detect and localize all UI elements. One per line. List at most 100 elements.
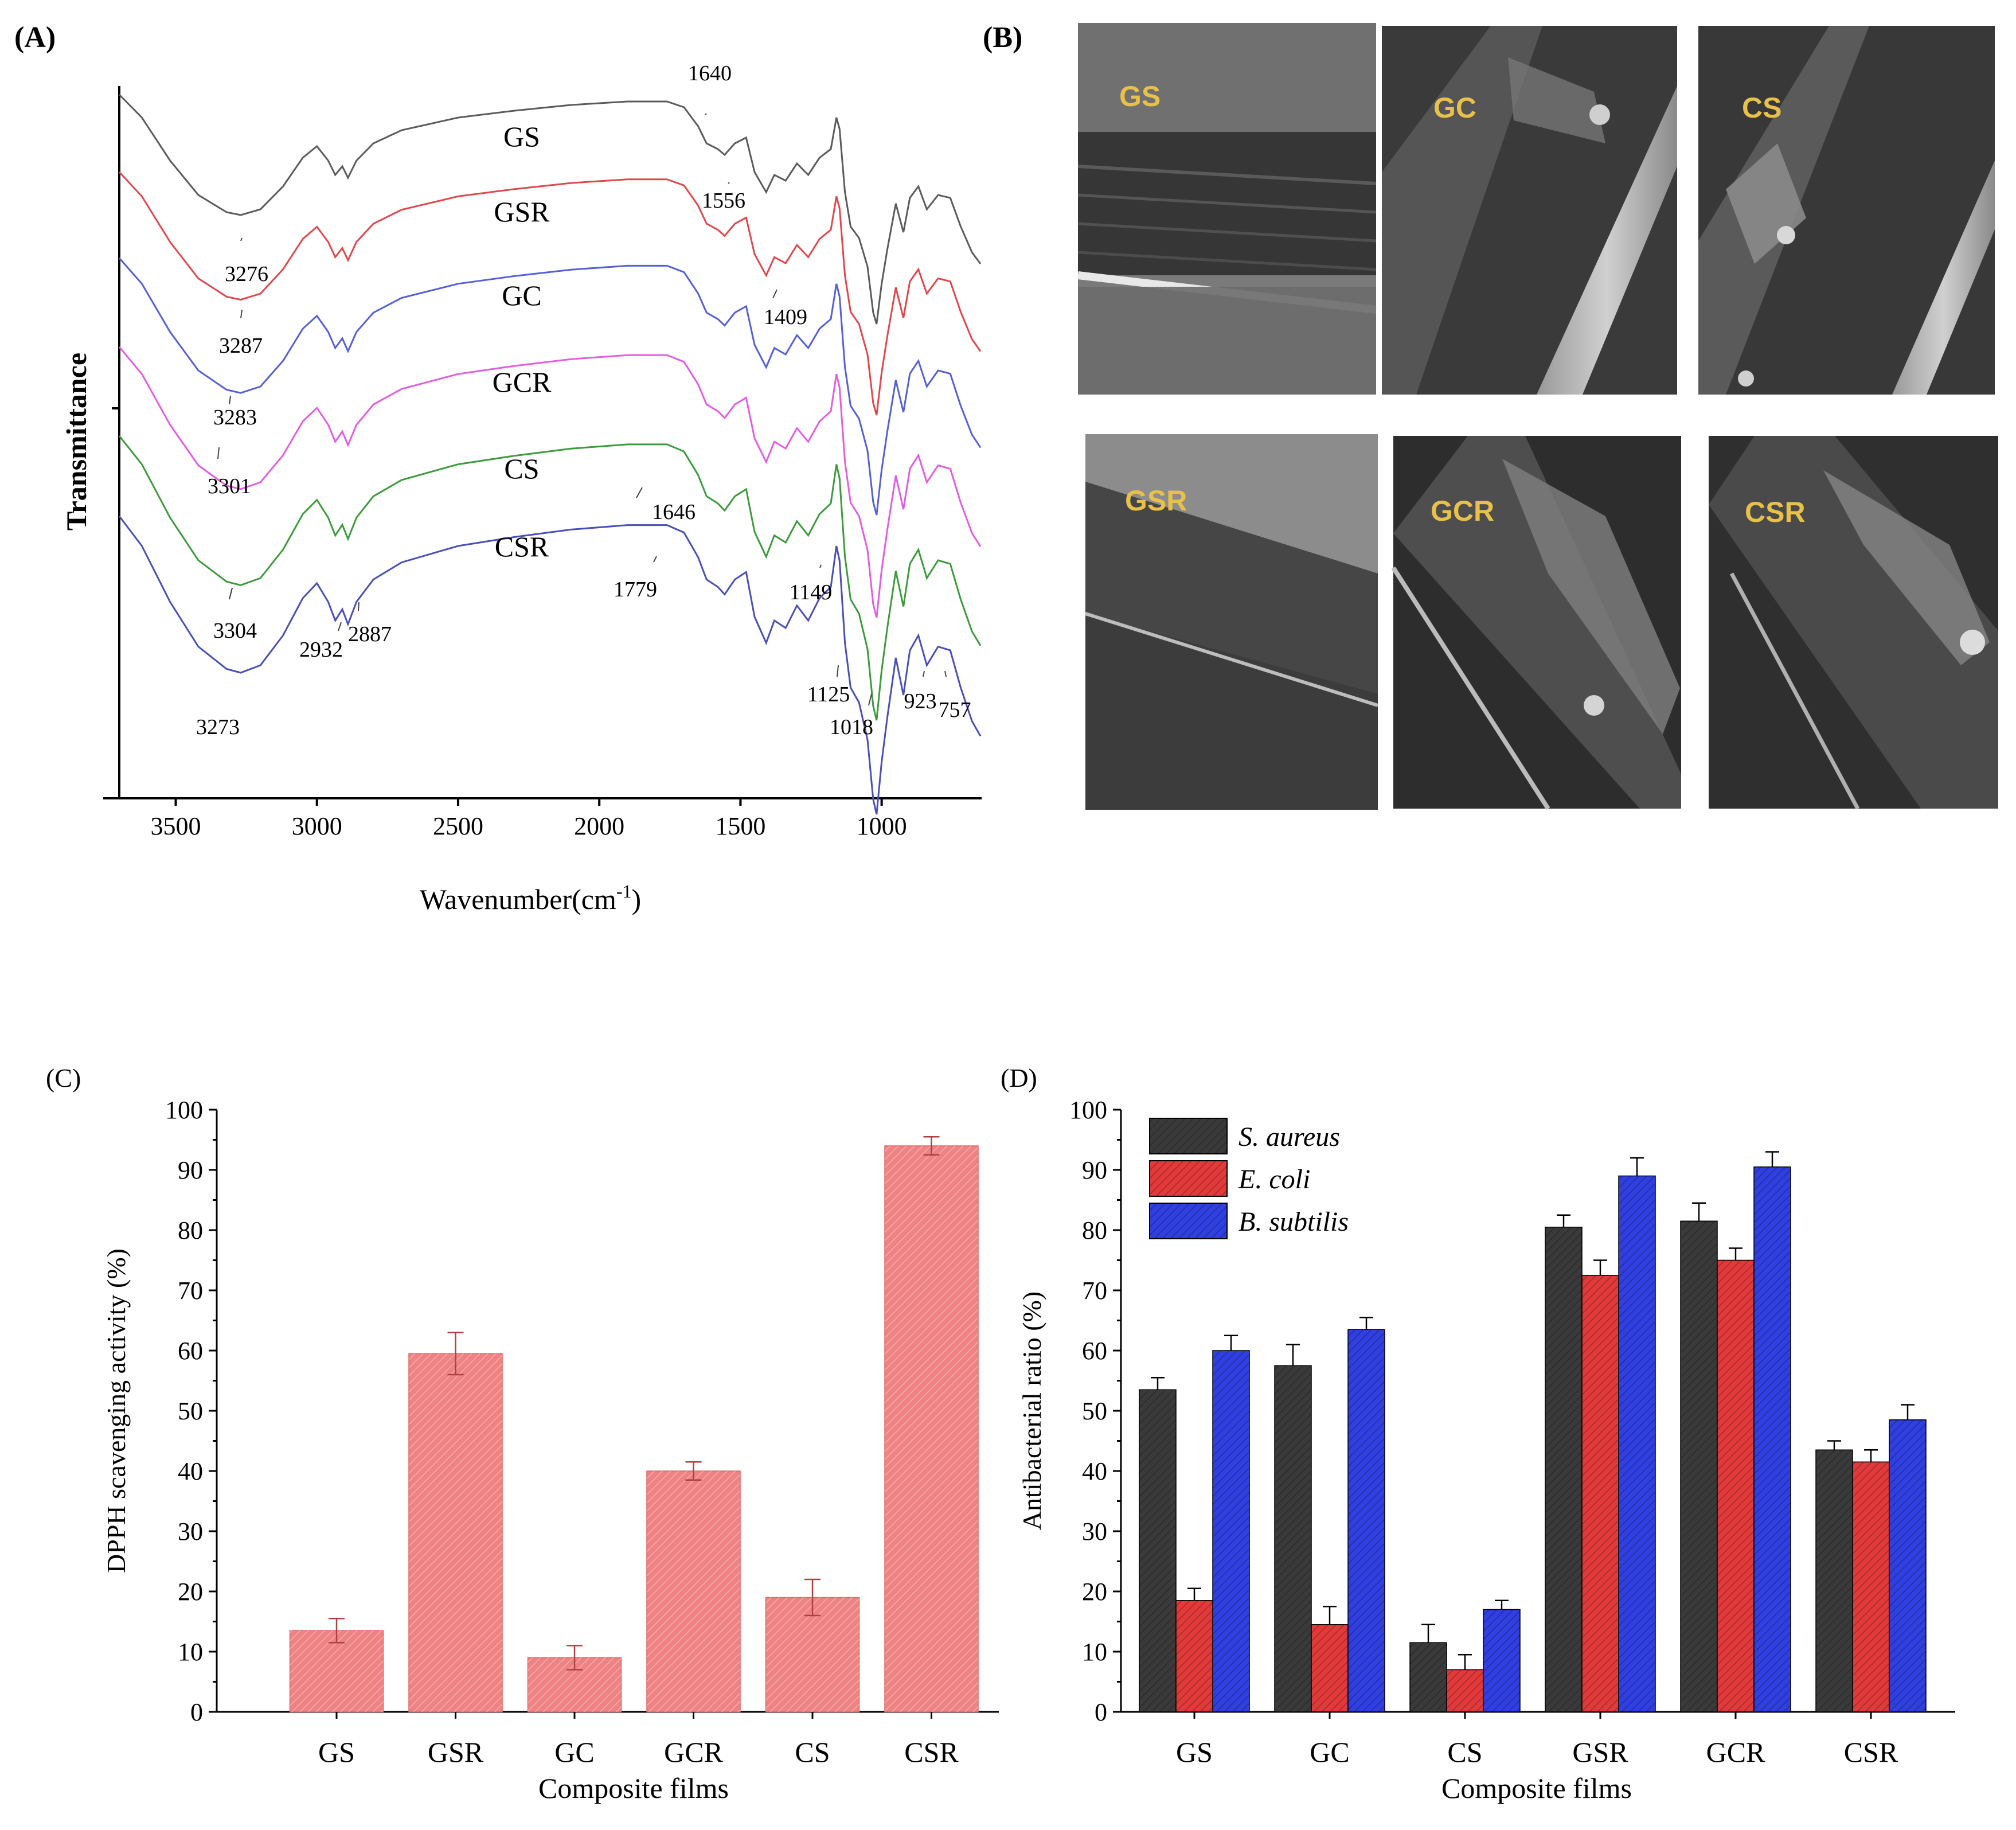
- ftir-annotations: 1640 1556 1409 3276 3287 3283 3301 3304 3273 2932…: [196, 61, 971, 739]
- ftir-annotation-leader: [229, 587, 233, 600]
- ftir-peak-annotation: 3301: [208, 474, 251, 498]
- antibacterial-y-tick-label: 20: [1082, 1578, 1107, 1606]
- ftir-peak-annotation: 3287: [219, 334, 263, 358]
- antibacterial-y-tick-label: 30: [1082, 1517, 1107, 1546]
- ftir-annotation-leader: [240, 237, 243, 241]
- antibacterial-x-tick-label: GS: [1176, 1736, 1213, 1768]
- ftir-x-ticks: 3500 3000 2500 2000 1500 1000: [150, 798, 907, 840]
- ftir-series-line-cs: [118, 435, 982, 721]
- antibacterial-bar-hatch: [1582, 1275, 1619, 1712]
- ftir-annotation-leader: [636, 487, 643, 498]
- antibacterial-bar-hatch: [1139, 1390, 1176, 1712]
- ftir-series-label-csr: CSR: [495, 530, 549, 563]
- legend-swatch-hatch: [1150, 1203, 1227, 1239]
- dpph-x-tick-label: GS: [318, 1736, 355, 1768]
- antibacterial-y-tick-label: 0: [1095, 1698, 1107, 1726]
- ftir-series-line-gc: [118, 257, 982, 516]
- dpph-y-tick-label: 60: [178, 1337, 203, 1365]
- sem-image-gsr: GSR: [1085, 434, 1378, 810]
- ftir-peak-annotation: 1646: [652, 500, 696, 524]
- antibacterial-y-tick-label: 90: [1082, 1156, 1107, 1184]
- dpph-bar-hatch: [647, 1471, 740, 1712]
- antibacterial-y-tick-label: 10: [1082, 1638, 1107, 1666]
- ftir-series-label-gs: GS: [503, 120, 540, 153]
- legend-swatch-hatch: [1150, 1118, 1227, 1154]
- antibacterial-x-tick-label: GCR: [1706, 1736, 1765, 1768]
- ftir-annotation-leader: [837, 665, 839, 677]
- dpph-y-tick-label: 40: [178, 1457, 203, 1485]
- ftir-annotation-leader: [772, 289, 778, 299]
- ftir-annotation-leader: [653, 556, 657, 563]
- antibacterial-x-tick-label: CS: [1447, 1736, 1482, 1768]
- panel-a-label: (A): [14, 21, 56, 54]
- ftir-series-label-cs: CS: [504, 452, 539, 485]
- ftir-peak-annotation: 1640: [688, 61, 732, 85]
- dpph-x-tick-label: GC: [554, 1736, 594, 1768]
- sem-label-gs: GS: [1119, 80, 1161, 112]
- antibacterial-bar-hatch: [1681, 1221, 1717, 1712]
- dpph-x-tick-label: CS: [795, 1736, 830, 1768]
- ftir-annotation-leader: [358, 602, 360, 611]
- ftir-spectra: GS GSR GC GCR CS CSR: [118, 93, 982, 815]
- antibacterial-y-tick-label: 80: [1082, 1216, 1107, 1244]
- antibacterial-bar-hatch: [1619, 1176, 1655, 1712]
- panel-c-label: (C): [46, 1063, 81, 1092]
- sem-image-cs: CS: [1698, 26, 1995, 395]
- antibacterial-bar-hatch: [1348, 1329, 1385, 1712]
- ftir-annotation-leader: [728, 182, 730, 184]
- dpph-bar-hatch: [409, 1353, 502, 1712]
- antibacterial-bar-hatch: [1754, 1166, 1791, 1712]
- ftir-series-line-csr: [118, 516, 982, 815]
- dpph-y-tick-label: 90: [178, 1156, 203, 1184]
- ftir-annotation-leader: [217, 447, 220, 459]
- ftir-peak-annotation: 2887: [348, 622, 392, 646]
- dpph-y-tick-label: 70: [178, 1277, 203, 1305]
- antibacterial-bar-hatch: [1311, 1624, 1348, 1712]
- ftir-series-line-gs: [118, 93, 982, 325]
- ftir-peak-annotation: 757: [939, 698, 971, 722]
- sem-label-cs: CS: [1742, 92, 1781, 124]
- antibacterial-bar-hatch: [1275, 1365, 1311, 1712]
- sem-label-gc: GC: [1433, 92, 1476, 124]
- panel-a-ftir-chart: (A) 3500 3000 2500 2000 1500 1000 GS GSR GC GCR C…: [14, 21, 982, 915]
- antibacterial-legend: S. aureus E. coli B. subtilis: [1149, 1118, 1349, 1239]
- ftir-peak-annotation: 2932: [299, 638, 343, 662]
- ftir-series-line-gcr: [118, 346, 982, 618]
- ftir-x-axis-label: Wavenumber(cm-1): [420, 881, 641, 915]
- ftir-peak-annotation: 3304: [213, 619, 257, 643]
- ftir-x-tick-label: 1000: [857, 812, 907, 840]
- sem-label-gsr: GSR: [1125, 485, 1187, 517]
- sem-label-gcr: GCR: [1431, 495, 1494, 527]
- dpph-y-tick-label: 80: [178, 1216, 203, 1244]
- ftir-peak-annotation: 1556: [702, 189, 745, 213]
- ftir-y-axis-label: Transmittance: [60, 353, 92, 530]
- panel-c-dpph-chart: (C) 0 10 20 30 40 50 60 70 80 90 100 GS GSR GC GCR CS CS…: [46, 1063, 999, 1804]
- ftir-series-label-gcr: GCR: [493, 366, 552, 398]
- ftir-series-label-gc: GC: [502, 279, 541, 311]
- dpph-bar-hatch: [885, 1146, 978, 1712]
- panel-b-sem-images: (B) GS GC CS: [983, 21, 1998, 810]
- antibacterial-bar-hatch: [1213, 1351, 1249, 1712]
- antibacterial-x-tick-label: GSR: [1572, 1736, 1628, 1768]
- ftir-annotation-leader: [944, 670, 947, 677]
- ftir-x-tick-label: 2500: [433, 812, 483, 840]
- ftir-annotation-leader: [229, 395, 231, 405]
- antibacterial-bar-hatch: [1410, 1642, 1447, 1712]
- ftir-peak-annotation: 923: [904, 689, 937, 713]
- ftir-peak-annotation: 1149: [790, 580, 833, 604]
- sem-image-gc: GC: [1382, 26, 1677, 395]
- panel-d-label: (D): [1001, 1063, 1037, 1092]
- dpph-x-tick-label: GSR: [428, 1736, 484, 1768]
- antibacterial-y-tick-label: 50: [1082, 1397, 1107, 1425]
- dpph-plot-area: 0 10 20 30 40 50 60 70 80 90 100 GS GSR GC GCR CS CSR: [165, 1096, 999, 1768]
- antibacterial-y-axis-label: Antibacterial ratio (%): [1017, 1291, 1046, 1530]
- ftir-x-tick-label: 1500: [715, 812, 765, 840]
- ftir-annotation-leader: [923, 670, 925, 677]
- ftir-peak-annotation: 3283: [213, 405, 257, 430]
- dpph-x-tick-label: CSR: [904, 1736, 959, 1768]
- dpph-bar-hatch: [290, 1630, 384, 1712]
- antibacterial-y-tick-label: 100: [1069, 1096, 1107, 1124]
- legend-label: S. aureus: [1238, 1122, 1340, 1152]
- ftir-peak-annotation: 1125: [807, 682, 850, 707]
